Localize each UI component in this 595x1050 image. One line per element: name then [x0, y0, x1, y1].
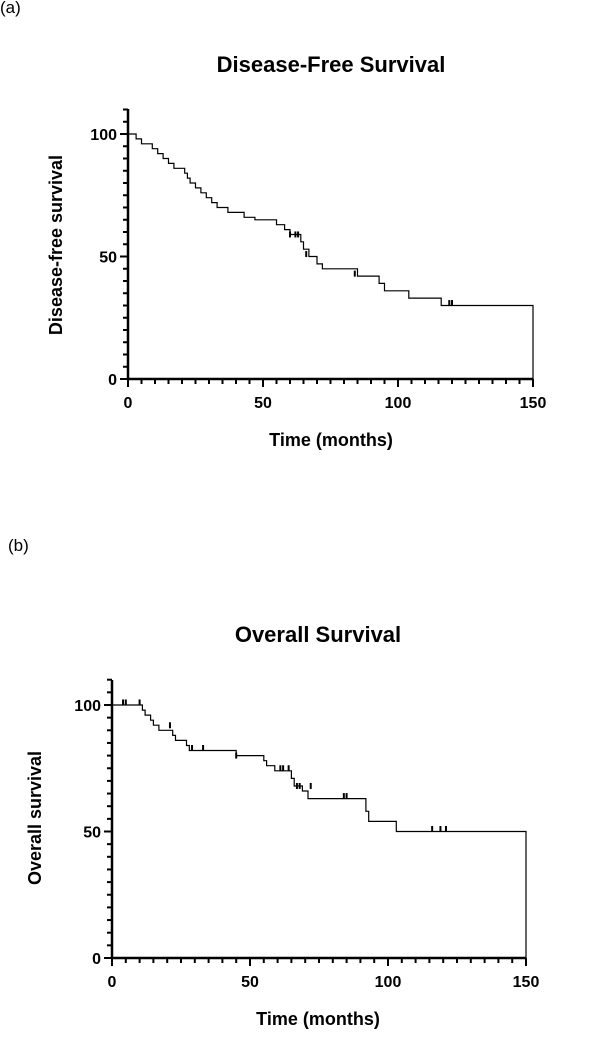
y-axis-label: Overall survival	[25, 751, 45, 885]
y-tick-label: 50	[99, 250, 117, 267]
x-tick-label: 150	[513, 974, 540, 991]
x-tick-label: 50	[241, 974, 259, 991]
x-axis-label: Time (months)	[269, 430, 393, 450]
panel-b-chart: Overall Survival Time (months) Overall s…	[25, 622, 539, 1029]
panel-b-label: (b)	[8, 536, 29, 555]
panel-a-label: (a)	[0, 0, 21, 17]
axes	[120, 108, 534, 387]
x-tick-label: 50	[254, 395, 272, 412]
panel-a-chart: Disease-Free Survival Time (months) Dise…	[46, 52, 546, 450]
chart-title: Disease-Free Survival	[217, 52, 446, 77]
y-tick-label: 100	[90, 127, 117, 144]
axes	[104, 678, 527, 966]
x-axis-label: Time (months)	[256, 1009, 380, 1029]
tick-labels: 0 50 100 150 0 50 100	[74, 698, 539, 991]
tick-labels: 0 50 100 150 0 50 100	[90, 127, 546, 412]
x-tick-label: 100	[375, 974, 402, 991]
y-axis-label: Disease-free survival	[46, 155, 66, 335]
y-tick-label: 0	[108, 372, 117, 389]
y-tick-label: 50	[83, 825, 101, 842]
x-tick-label: 150	[520, 395, 547, 412]
x-tick-label: 0	[108, 974, 117, 991]
series	[112, 699, 527, 958]
survival-curve	[112, 704, 527, 958]
chart-title: Overall Survival	[235, 622, 401, 647]
y-tick-label: 0	[92, 951, 101, 968]
x-tick-label: 100	[385, 395, 412, 412]
survival-curve	[128, 133, 534, 379]
series	[128, 133, 534, 379]
y-tick-label: 100	[74, 698, 101, 715]
x-tick-label: 0	[124, 395, 133, 412]
